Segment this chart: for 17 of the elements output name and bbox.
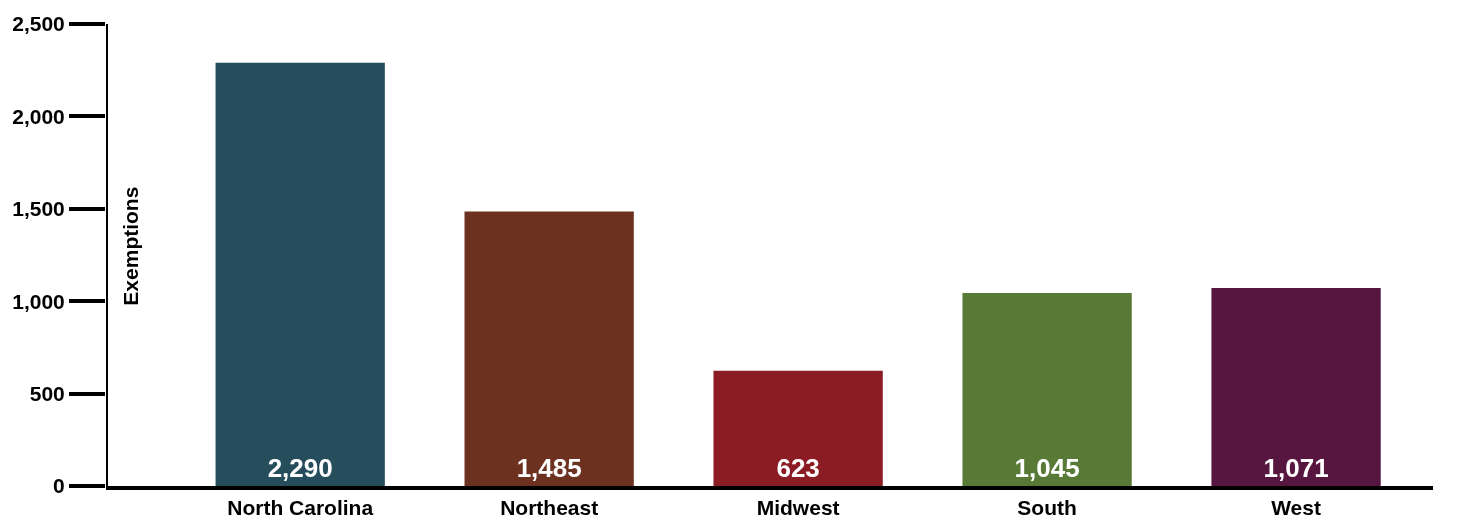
y-tick-label: 2,500 xyxy=(12,12,65,36)
y-tick-label: 0 xyxy=(53,474,65,498)
y-tick-label: 2,000 xyxy=(12,104,65,128)
data-label: 2,290 xyxy=(267,453,333,483)
y-tick-label: 500 xyxy=(29,381,65,405)
x-tick-label: Northeast xyxy=(500,496,599,520)
data-label: 1,485 xyxy=(516,453,582,483)
x-tick-label: South xyxy=(1017,496,1077,520)
y-tick-label: 1,000 xyxy=(12,289,65,313)
data-label: 623 xyxy=(776,453,820,483)
y-axis-title: Exemptions xyxy=(119,186,143,306)
x-tick-label: West xyxy=(1271,496,1321,520)
x-tick-label: Midwest xyxy=(756,496,840,520)
data-label: 1,045 xyxy=(1014,453,1080,483)
y-tick-label: 1,500 xyxy=(12,197,65,221)
data-label: 1,071 xyxy=(1263,453,1329,483)
x-tick-label: North Carolina xyxy=(227,496,374,520)
